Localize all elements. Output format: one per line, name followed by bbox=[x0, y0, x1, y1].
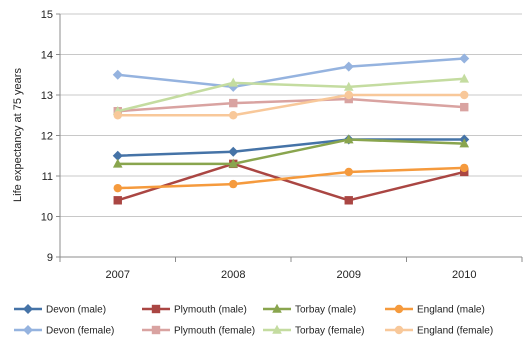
x-tick-labels: 2007 2008 2009 2010 bbox=[106, 269, 477, 281]
series-line bbox=[117, 77, 465, 113]
legend-entry: Torbay (male) bbox=[263, 303, 356, 316]
legend-label: England (female) bbox=[417, 326, 493, 337]
data-point bbox=[229, 179, 238, 189]
data-point bbox=[228, 146, 239, 157]
series-line bbox=[117, 138, 465, 157]
legend-entry: Plymouth (female) bbox=[142, 326, 255, 337]
x-tick-label: 2007 bbox=[106, 269, 130, 281]
series-4 bbox=[112, 53, 470, 92]
legend-label: England (male) bbox=[417, 305, 485, 316]
data-point bbox=[344, 167, 353, 177]
series-0 bbox=[112, 134, 470, 161]
y-tick-label: 12 bbox=[41, 131, 53, 143]
series-line bbox=[117, 162, 465, 202]
legend-label: Devon (female) bbox=[46, 326, 114, 337]
legend-label: Devon (male) bbox=[46, 305, 106, 316]
series-line bbox=[117, 97, 465, 113]
legend-entry: Torbay (female) bbox=[263, 324, 364, 337]
data-point bbox=[228, 77, 239, 87]
data-point bbox=[460, 102, 469, 112]
data-point bbox=[229, 111, 238, 120]
y-tick-label: 15 bbox=[41, 9, 53, 21]
y-tick-label: 11 bbox=[42, 171, 53, 183]
data-point bbox=[113, 196, 122, 205]
x-tick-label: 2008 bbox=[221, 269, 245, 281]
series-2 bbox=[112, 134, 470, 168]
series-group bbox=[112, 53, 470, 205]
y-axis-title: Life expectancy at 75 years bbox=[12, 68, 24, 202]
legend-label: Torbay (female) bbox=[295, 326, 364, 337]
data-point bbox=[112, 69, 123, 80]
legend-swatch-marker bbox=[272, 324, 282, 334]
legend-swatch-marker bbox=[394, 325, 404, 335]
legend-label: Plymouth (female) bbox=[174, 326, 255, 337]
data-point bbox=[344, 90, 353, 100]
legend-swatch-marker bbox=[151, 304, 161, 314]
series-line bbox=[117, 138, 465, 166]
data-point bbox=[113, 183, 122, 193]
y-tick-label: 9 bbox=[47, 252, 53, 264]
series-7 bbox=[113, 90, 469, 120]
data-point bbox=[343, 61, 354, 72]
legend-entry: Plymouth (male) bbox=[142, 305, 247, 316]
gridlines bbox=[60, 13, 522, 217]
legend-entry: Devon (male) bbox=[14, 304, 106, 316]
data-point bbox=[460, 90, 469, 100]
legend-entry: England (male) bbox=[385, 305, 485, 316]
data-point bbox=[343, 134, 354, 144]
legend-swatch-marker bbox=[151, 325, 161, 335]
legend-entry: Devon (female) bbox=[14, 325, 114, 337]
legend: Devon (male) Plymouth (male) Torbay (male)… bbox=[14, 303, 493, 337]
data-point bbox=[229, 98, 238, 108]
series-3 bbox=[113, 163, 469, 193]
x-tick-label: 2009 bbox=[337, 269, 361, 281]
y-tick-label: 13 bbox=[41, 90, 53, 102]
legend-label: Plymouth (male) bbox=[174, 305, 247, 316]
legend-swatch-marker bbox=[23, 325, 33, 335]
data-point bbox=[112, 150, 123, 161]
data-point bbox=[112, 158, 123, 168]
legend-swatch-marker bbox=[394, 304, 404, 314]
data-point bbox=[459, 138, 470, 148]
y-tick-labels: 9 10 11 12 13 14 15 bbox=[41, 9, 53, 264]
data-point bbox=[459, 53, 470, 64]
y-tick-label: 10 bbox=[41, 212, 53, 224]
data-point bbox=[344, 196, 353, 205]
data-point bbox=[460, 163, 469, 173]
data-point bbox=[459, 73, 470, 83]
series-line bbox=[117, 93, 465, 117]
y-tick-label: 14 bbox=[41, 50, 53, 62]
series-line bbox=[117, 57, 465, 89]
legend-swatch-marker bbox=[23, 304, 33, 314]
series-1 bbox=[113, 159, 469, 205]
axes bbox=[56, 13, 523, 262]
data-point bbox=[228, 158, 239, 168]
data-point bbox=[343, 81, 354, 91]
data-point bbox=[113, 111, 122, 120]
legend-label: Torbay (male) bbox=[295, 305, 356, 316]
series-line bbox=[117, 166, 465, 190]
legend-swatch-marker bbox=[272, 303, 282, 313]
legend-entry: England (female) bbox=[385, 326, 493, 337]
x-tick-label: 2010 bbox=[452, 269, 476, 281]
